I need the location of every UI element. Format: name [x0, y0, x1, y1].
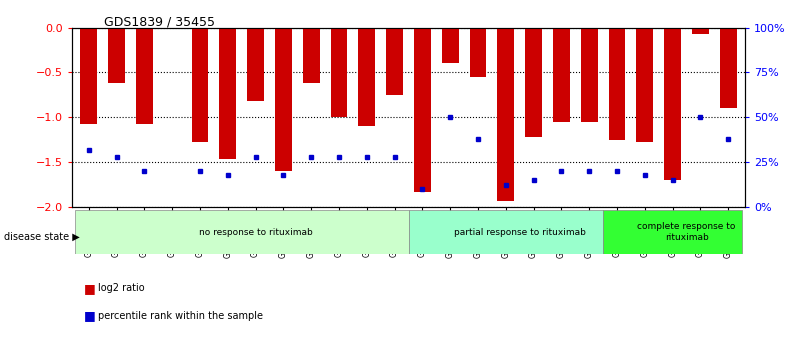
- Bar: [603, 210, 743, 254]
- Bar: [80, 28, 97, 124]
- Text: ■: ■: [84, 309, 96, 322]
- Text: GDS1839 / 35455: GDS1839 / 35455: [104, 16, 215, 29]
- Bar: [303, 28, 320, 83]
- Bar: [553, 28, 570, 122]
- Bar: [525, 28, 542, 137]
- Bar: [637, 28, 653, 141]
- Bar: [720, 28, 737, 108]
- Text: percentile rank within the sample: percentile rank within the sample: [98, 311, 263, 321]
- Bar: [191, 28, 208, 142]
- Bar: [609, 28, 626, 140]
- Bar: [108, 28, 125, 83]
- Bar: [136, 28, 153, 125]
- Bar: [74, 210, 409, 254]
- Bar: [442, 28, 458, 63]
- Bar: [386, 28, 403, 95]
- Text: complete response to
rituximab: complete response to rituximab: [638, 222, 736, 242]
- Bar: [664, 28, 681, 180]
- Bar: [331, 28, 348, 117]
- Text: log2 ratio: log2 ratio: [98, 283, 144, 293]
- Bar: [581, 28, 598, 122]
- Text: ■: ■: [84, 282, 96, 295]
- Bar: [275, 28, 292, 171]
- Bar: [409, 210, 603, 254]
- Bar: [248, 28, 264, 101]
- Bar: [359, 28, 375, 126]
- Bar: [469, 28, 486, 77]
- Bar: [219, 28, 236, 159]
- Bar: [497, 28, 514, 201]
- Bar: [414, 28, 431, 192]
- Text: partial response to rituximab: partial response to rituximab: [454, 227, 586, 237]
- Text: no response to rituximab: no response to rituximab: [199, 227, 312, 237]
- Bar: [692, 28, 709, 34]
- Text: disease state ▶: disease state ▶: [4, 231, 80, 241]
